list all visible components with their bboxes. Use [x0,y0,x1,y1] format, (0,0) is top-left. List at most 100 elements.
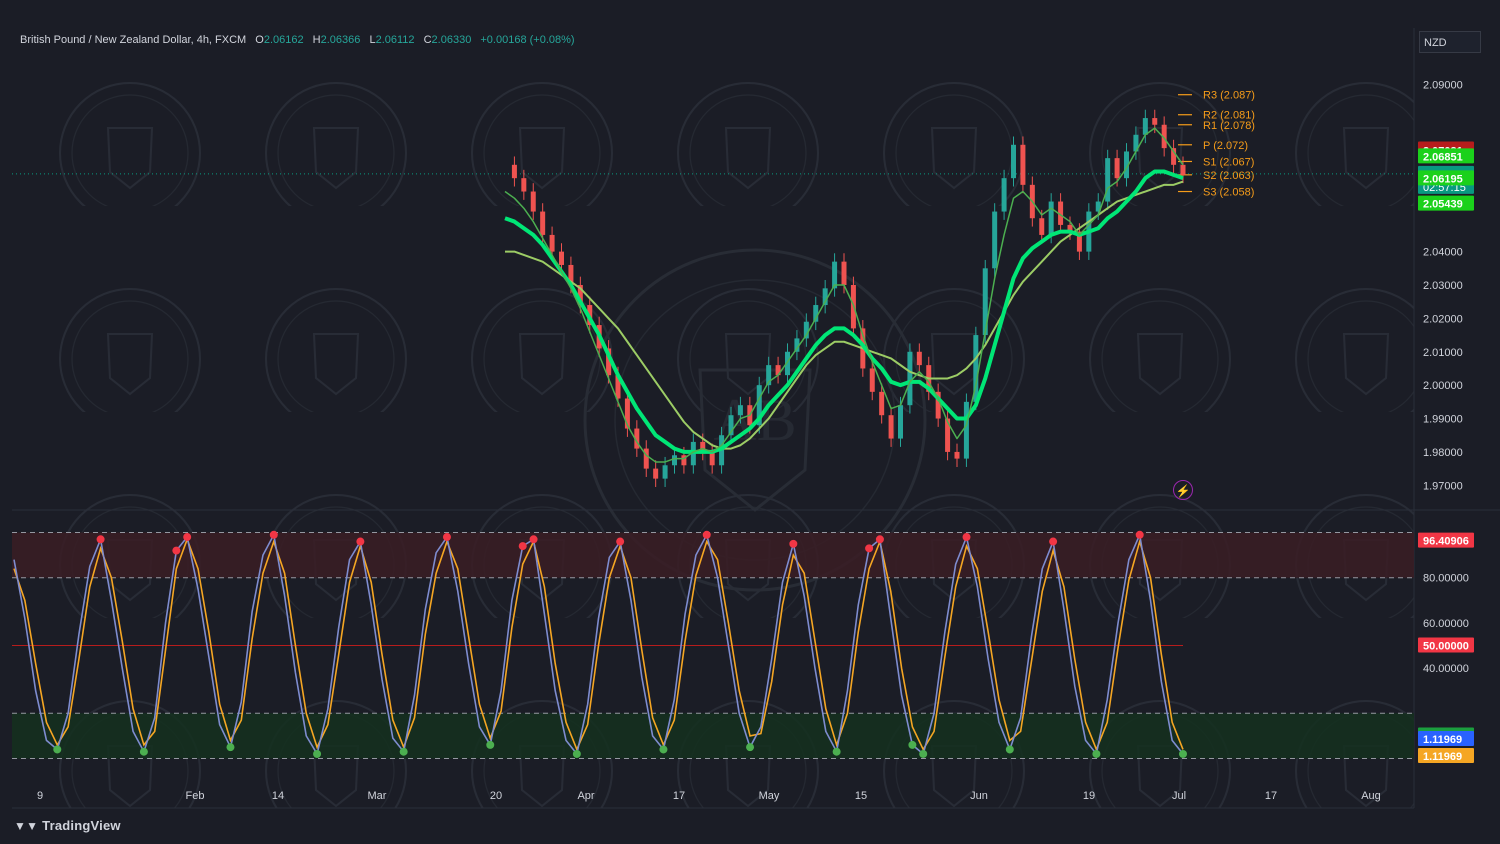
oversold-dot [1092,749,1101,758]
oversold-dot [486,740,495,749]
signal-line [13,536,1184,752]
osc-value-tag [1418,747,1474,763]
time-axis-tick: 20 [490,790,502,802]
candle-body [1048,201,1054,235]
candle-body [530,191,536,212]
candle-body [1001,178,1007,212]
overbought-dot [789,539,798,548]
pivot-label: P (2.072) [1203,140,1248,152]
candle-body [935,391,941,419]
price-tag [1418,148,1474,164]
candle-body [822,288,828,306]
candle-body [794,338,800,352]
candle-body [653,468,659,479]
price-axis-tick: 2.09000 [1423,80,1463,92]
oversold-dot [139,747,148,756]
tradingview-mark-icon: ▼▼ [14,819,39,833]
price-axis-tick: 2.03000 [1423,280,1463,292]
low-value: 2.06112 [375,34,415,46]
oversold-zone [12,713,1414,759]
candle-body [709,451,715,466]
open-label: O [255,34,264,46]
candle-body [766,365,772,386]
symbol-title[interactable]: British Pound / New Zealand Dollar, 4h, … [20,34,247,46]
currency-selector[interactable]: NZD [1419,31,1481,53]
osc-axis-tick: 80.00000 [1423,573,1469,585]
time-axis-tick: May [759,790,780,802]
candle-body [681,455,687,466]
high-value: 2.06366 [320,34,361,46]
tradingview-logo[interactable]: ▼▼ TradingView [14,818,121,833]
candle-body [888,415,894,439]
time-axis-tick: Apr [577,790,594,802]
slow-moving-average [504,169,1184,454]
time-axis-tick: 15 [855,790,867,802]
overbought-dot [702,530,711,539]
oversold-dot [746,743,755,752]
candle-body [549,234,555,252]
candle-body [1095,201,1101,212]
price-axis-tick: 2.00000 [1423,380,1463,392]
candle-body [785,351,790,376]
oversold-dot [919,749,928,758]
candle-body [907,351,913,406]
osc-value-tag-text: 1.11969 [1423,751,1462,763]
price-tag-text: 2.06851 [1423,151,1463,163]
candle-body [963,401,969,459]
k-line [13,531,1184,757]
candle-body [1171,148,1177,165]
candle-body [672,455,677,466]
oversold-dot [53,745,62,754]
oversold-dot [399,747,408,756]
candle-body [1076,231,1082,252]
lightning-icon[interactable]: ⚡ [1173,480,1193,500]
overbought-dot [518,542,527,551]
price-axis-tick: 2.02000 [1423,313,1463,325]
overbought-dot [183,533,192,542]
candle-body [973,335,979,402]
candle-body [1020,144,1026,185]
pivot-label: R3 (2.087) [1203,90,1255,102]
pivot-label: S3 (2.058) [1203,187,1254,199]
price-axis-tick: 1.99000 [1423,414,1463,426]
oscillator-panel [12,530,1414,759]
time-axis-tick: 14 [272,790,284,802]
candle-body [1180,164,1186,175]
time-axis-tick: 17 [1265,790,1277,802]
candle-body [737,405,743,416]
overbought-dot [865,544,874,553]
candle-body [568,264,574,285]
overbought-dot [1049,537,1058,546]
overbought-dot [96,535,105,544]
candle-body [624,398,630,429]
osc-axis-tick: 60.00000 [1423,618,1469,630]
time-axis-tick: 9 [37,790,43,802]
candle-body [559,251,564,265]
candle-body [813,305,819,322]
open-value: 2.06162 [263,34,304,46]
oversold-dot [908,740,917,749]
time-axis-tick: 19 [1083,790,1095,802]
pivot-label: S1 (2.067) [1203,156,1254,168]
price-tag [1418,195,1474,211]
overbought-dot [442,533,451,542]
candle-body [945,418,951,452]
candle-body [511,164,517,179]
osc-value-tag-text: 1.11969 [1423,734,1462,746]
candle-body [954,451,960,459]
osc-value-tag [1418,532,1474,548]
fast-moving-average [504,127,1184,463]
candle-body [841,261,847,285]
chart-axes: 2.09000 2.04000 2.03000 2.02000 2.01000 2.000… [37,80,1474,802]
oversold-dot [226,743,235,752]
candle-body [898,405,903,439]
price-axis-tick: 1.98000 [1423,447,1463,459]
candle-body [982,268,988,336]
symbol-header: British Pound / New Zealand Dollar, 4h, … [20,34,575,46]
candle-body [540,211,546,235]
oversold-dot [572,749,581,758]
candle-body [634,428,640,449]
tradingview-logo-text: TradingView [42,818,121,833]
